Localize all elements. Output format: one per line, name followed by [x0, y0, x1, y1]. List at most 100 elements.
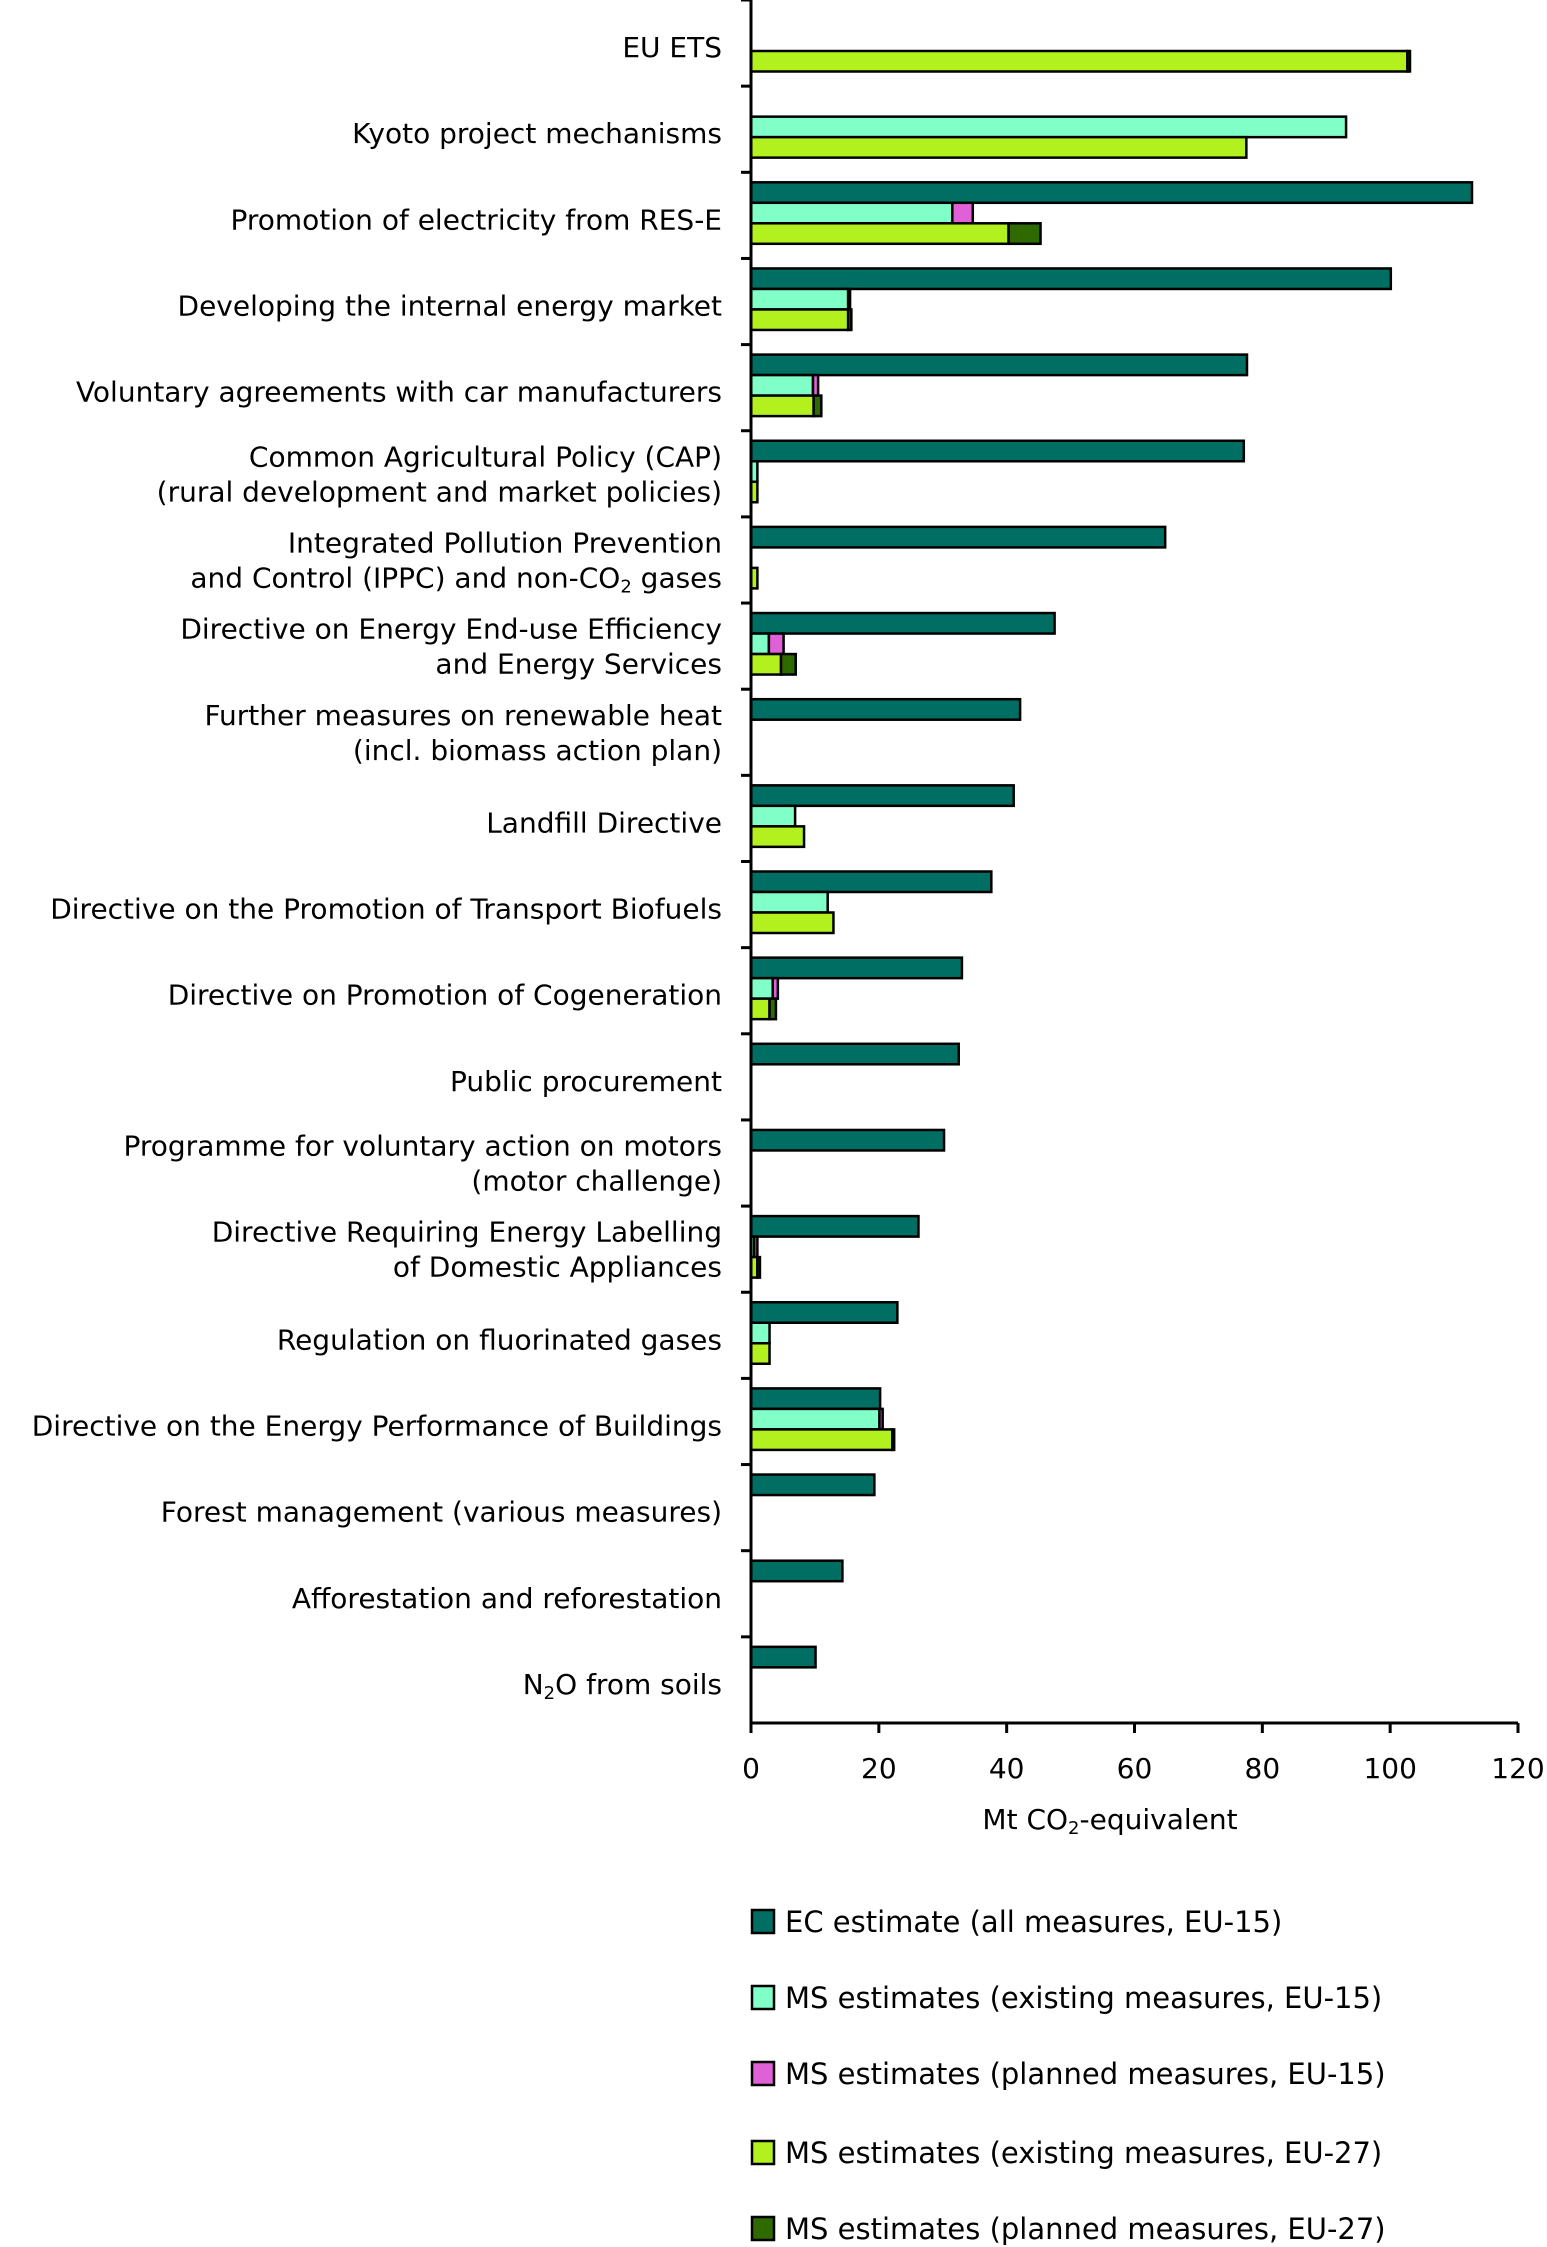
category-label: Directive on Promotion of Cogeneration	[168, 979, 722, 1012]
category-label: (incl. biomass action plan)	[353, 734, 722, 767]
bar	[846, 287, 852, 311]
text-segment: Further measures on renewable heat	[204, 699, 722, 732]
text-segment: Forest management (various measures)	[161, 1496, 722, 1529]
bar	[749, 308, 850, 332]
bar	[749, 1042, 960, 1066]
legend-label: MS estimates (planned measures, EU-27)	[785, 2212, 1386, 2246]
x-tick-label: 120	[1491, 1752, 1544, 1785]
category-label: Directive on Energy End-use Efficiency	[180, 613, 722, 646]
category-label: Common Agricultural Policy (CAP)	[249, 440, 722, 473]
bar	[749, 439, 1246, 463]
bar	[749, 135, 1248, 159]
text-segment: N	[523, 1668, 544, 1701]
text-segment: Common Agricultural Policy (CAP)	[249, 440, 722, 473]
category-label: and Energy Services	[435, 648, 722, 681]
bar	[749, 784, 1015, 808]
text-segment: Landfill Directive	[486, 806, 722, 839]
bar	[749, 976, 774, 1000]
bar	[749, 1645, 817, 1669]
bar	[749, 1559, 844, 1583]
text-segment: (incl. biomass action plan)	[353, 734, 722, 767]
text-segment: Promotion of electricity from RES-E	[230, 203, 722, 236]
text-segment: Kyoto project mechanisms	[352, 117, 722, 150]
bar	[749, 1407, 881, 1431]
subscript: 2	[620, 577, 631, 598]
text-segment: Voluntary agreements with car manufactur…	[76, 376, 722, 409]
text-segment: Public procurement	[450, 1065, 722, 1098]
legend-swatch	[750, 2139, 776, 2166]
bar	[812, 394, 823, 418]
legend-label: MS estimates (existing measures, EU-27)	[785, 2136, 1382, 2170]
legend-swatch	[750, 1984, 776, 2011]
subscript: 2	[544, 1683, 555, 1704]
x-tick-label: 20	[861, 1752, 897, 1785]
bar	[756, 1255, 762, 1279]
text-segment: Integrated Pollution Prevention	[288, 526, 722, 559]
text-segment: -equivalent	[1080, 1803, 1238, 1836]
bar	[749, 804, 797, 828]
bar	[749, 911, 835, 935]
bar	[749, 1301, 899, 1324]
bar	[749, 1473, 876, 1497]
legend-label: MS estimates (existing measures, EU-15)	[785, 1981, 1382, 2015]
category-label: Developing the internal energy market	[178, 290, 723, 323]
bar	[749, 1128, 946, 1152]
category-label: Integrated Pollution Prevention	[288, 526, 722, 559]
legend-swatch	[750, 1908, 776, 1935]
text-segment: Programme for voluntary action on motors	[123, 1130, 722, 1163]
text-segment: Directive on Energy End-use Efficiency	[180, 613, 722, 646]
text-segment: and Energy Services	[435, 648, 722, 681]
bar	[749, 956, 964, 980]
bar	[771, 976, 780, 1000]
bar	[1406, 49, 1412, 73]
category-label: and Control (IPPC) and non-CO2 gases	[190, 561, 722, 597]
category-label: Promotion of electricity from RES-E	[230, 203, 722, 236]
bar	[749, 632, 771, 656]
category-label: Landfill Directive	[486, 806, 722, 839]
bar	[846, 308, 853, 332]
legend-label: MS estimates (planned measures, EU-15)	[785, 2057, 1386, 2091]
bar	[891, 1428, 896, 1452]
x-tick-label: 80	[1245, 1752, 1281, 1785]
bar	[749, 890, 829, 914]
text-segment: and Control (IPPC) and non-CO	[190, 561, 620, 594]
bar	[749, 353, 1249, 377]
text-segment: Directive on the Promotion of Transport …	[50, 893, 722, 926]
category-label: N2O from soils	[523, 1668, 722, 1704]
category-label: Further measures on renewable heat	[204, 699, 722, 732]
text-segment: (rural development and market policies)	[157, 475, 722, 508]
category-label: (motor challenge)	[471, 1165, 722, 1198]
bar	[767, 632, 785, 656]
category-label: Forest management (various measures)	[161, 1496, 722, 1529]
legend-swatch	[750, 2215, 776, 2242]
bar	[749, 870, 993, 894]
text-segment: gases	[632, 561, 722, 594]
bar	[749, 825, 806, 849]
category-label: Directive Requiring Energy Labelling	[212, 1216, 722, 1249]
category-label: Voluntary agreements with car manufactur…	[76, 376, 722, 409]
text-segment: Regulation on fluorinated gases	[277, 1323, 722, 1356]
bar	[749, 1321, 771, 1345]
text-segment: Directive on Promotion of Cogeneration	[168, 979, 722, 1012]
category-label: Directive on the Energy Performance of B…	[32, 1409, 722, 1442]
text-segment: O from soils	[555, 1668, 722, 1701]
legend-label: EC estimate (all measures, EU-15)	[785, 1905, 1282, 1939]
bar	[749, 997, 771, 1021]
bar	[1007, 222, 1042, 246]
bar	[749, 287, 850, 311]
bar	[749, 373, 815, 397]
text-segment: Mt CO	[982, 1803, 1068, 1836]
x-tick-label: 40	[989, 1752, 1025, 1785]
x-tick-label: 0	[742, 1752, 760, 1785]
bar	[768, 997, 778, 1021]
category-label: Regulation on fluorinated gases	[277, 1323, 722, 1356]
legend-swatch	[750, 2060, 776, 2087]
text-segment: Developing the internal energy market	[178, 290, 723, 323]
bar	[811, 373, 820, 397]
text-segment: of Domestic Appliances	[393, 1251, 722, 1284]
bar	[749, 201, 954, 225]
legend: EC estimate (all measures, EU-15) MS esti…	[750, 1905, 1386, 2246]
category-label: of Domestic Appliances	[393, 1251, 722, 1284]
category-label: Kyoto project mechanisms	[352, 117, 722, 150]
